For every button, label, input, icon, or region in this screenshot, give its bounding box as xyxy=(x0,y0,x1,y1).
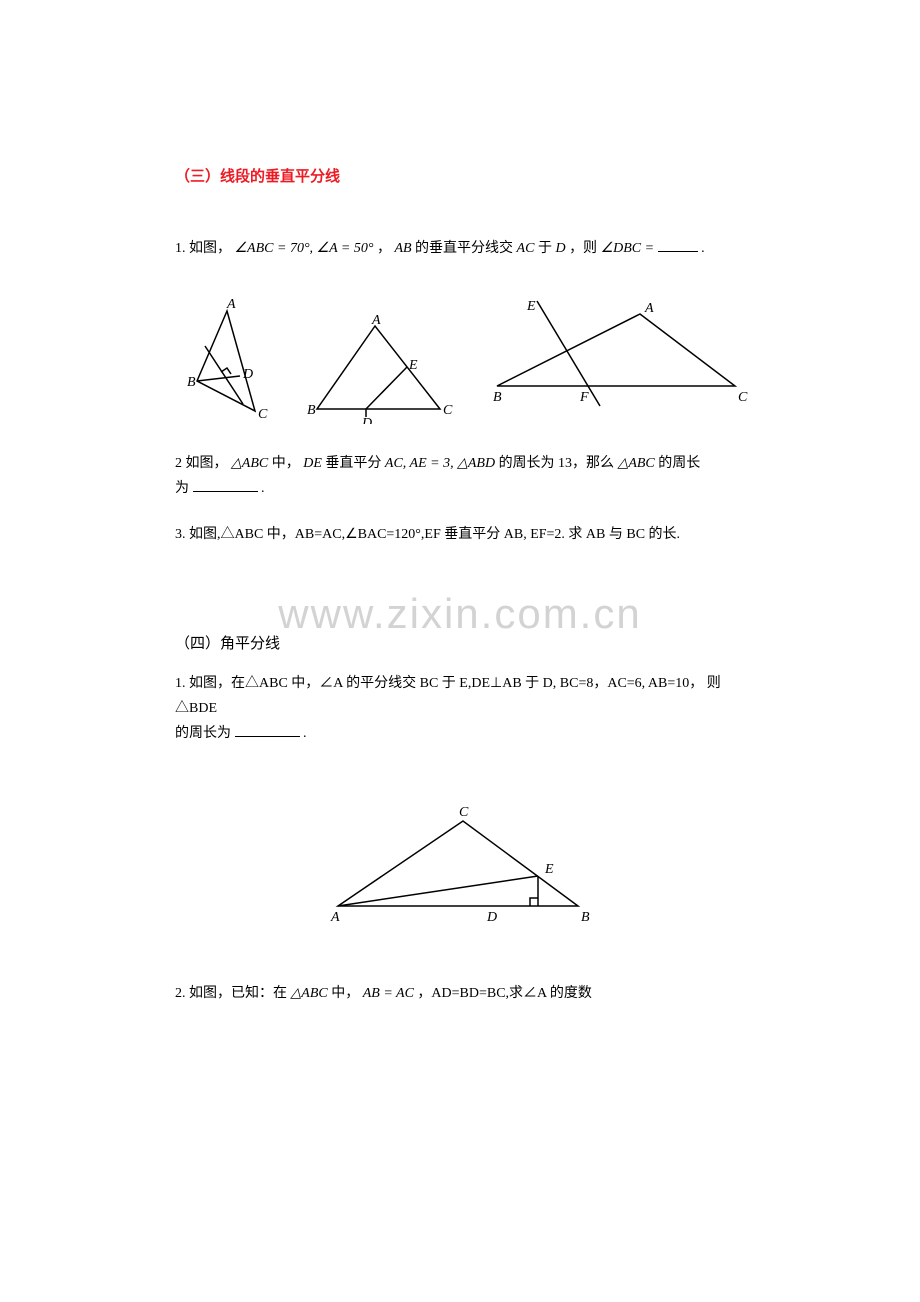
fig2-E: E xyxy=(408,358,418,373)
fig4-B: B xyxy=(581,910,590,925)
figure-4: C A B D E xyxy=(323,791,603,931)
fig3-B: B xyxy=(493,390,502,405)
section4-title: （四）角平分线 xyxy=(175,632,750,653)
p31-mid4: ，则 xyxy=(569,241,597,256)
problem-4-2: 2. 如图，已知：在 △ABC 中， AB = AC ，AD=BD=BC,求∠A… xyxy=(175,981,750,1006)
fig3-A: A xyxy=(644,301,654,316)
p41-suffix: . xyxy=(303,726,307,741)
fig4-C: C xyxy=(459,805,469,820)
p31-prefix: 1. 如图， xyxy=(175,241,231,256)
fig2-B: B xyxy=(307,403,316,418)
fig1-A: A xyxy=(226,297,236,312)
fig1-B: B xyxy=(187,375,196,390)
p32-prefix: 2 如图， xyxy=(175,456,228,471)
fig4-D: D xyxy=(486,910,497,925)
blank-1 xyxy=(658,238,698,252)
p32-mid3: 的周长为 13，那么 xyxy=(499,456,615,471)
figure-1: A B C D xyxy=(185,296,295,426)
fig1-D: D xyxy=(242,367,253,382)
fig3-E: E xyxy=(526,299,536,314)
p42-mid1: 中， xyxy=(331,986,359,1001)
p31-mid2b: AC xyxy=(517,241,535,256)
p32-mid1b: DE xyxy=(303,456,322,471)
p31-suffix: . xyxy=(701,241,705,256)
p31-mid1: ， xyxy=(377,241,391,256)
fig3-F: F xyxy=(579,390,589,405)
p31-mid2: 的垂直平分线交 xyxy=(415,241,517,256)
blank-3 xyxy=(235,723,300,737)
p31-mid3b: D xyxy=(555,241,565,256)
blank-2 xyxy=(193,478,258,492)
p31-math2: ∠DBC = xyxy=(601,241,658,256)
problem-3-3: 3. 如图,△ABC 中，AB=AC,∠BAC=120°,EF 垂直平分 AB,… xyxy=(175,522,750,547)
figures-row-1: A B C D A B C D E A B C xyxy=(175,296,750,426)
p32-line2: 为 xyxy=(175,481,189,496)
fig2-A: A xyxy=(371,314,381,328)
fig4-A: A xyxy=(330,910,340,925)
fig3-C: C xyxy=(738,390,748,405)
fig2-C: C xyxy=(443,403,453,418)
p31-mid3: 于 xyxy=(538,241,556,256)
p42-mid2: ，AD=BD=BC,求∠A 的度数 xyxy=(417,986,591,1001)
figure-4-container: C A B D E xyxy=(175,791,750,936)
p42-math2: AB = AC xyxy=(363,986,414,1001)
fig2-D: D xyxy=(361,416,372,424)
p31-mid1b: AB xyxy=(394,241,411,256)
p32-mid1: 中， xyxy=(272,456,300,471)
p42-math1: △ABC xyxy=(291,986,328,1001)
section3-title: （三）线段的垂直平分线 xyxy=(175,165,750,186)
p32-mid2: 垂直平分 xyxy=(325,456,385,471)
p41-line2: 的周长为 xyxy=(175,726,231,741)
problem-4-1: 1. 如图，在△ABC 中，∠A 的平分线交 BC 于 E,DE⊥AB 于 D,… xyxy=(175,671,750,747)
p32-suffix: . xyxy=(261,481,265,496)
p31-math1: ∠ABC = 70°, ∠A = 50° xyxy=(235,241,374,256)
p41-line1: 1. 如图，在△ABC 中，∠A 的平分线交 BC 于 E,DE⊥AB 于 D,… xyxy=(175,676,721,716)
figure-2: A B C D E xyxy=(305,314,455,424)
p32-math1: △ABC xyxy=(231,456,268,471)
fig1-C: C xyxy=(258,407,268,422)
problem-3-2: 2 如图， △ABC 中， DE 垂直平分 AC, AE = 3, △ABD 的… xyxy=(175,451,750,501)
p32-math3: △ABC xyxy=(618,456,655,471)
figure-3: A B C E F xyxy=(485,296,755,416)
p42-prefix: 2. 如图，已知：在 xyxy=(175,986,287,1001)
fig4-E: E xyxy=(544,862,554,877)
problem-3-1: 1. 如图， ∠ABC = 70°, ∠A = 50° ， AB 的垂直平分线交… xyxy=(175,236,750,261)
p32-mid4: 的周长 xyxy=(658,456,700,471)
p32-math2: AC, AE = 3, △ABD xyxy=(385,456,495,471)
